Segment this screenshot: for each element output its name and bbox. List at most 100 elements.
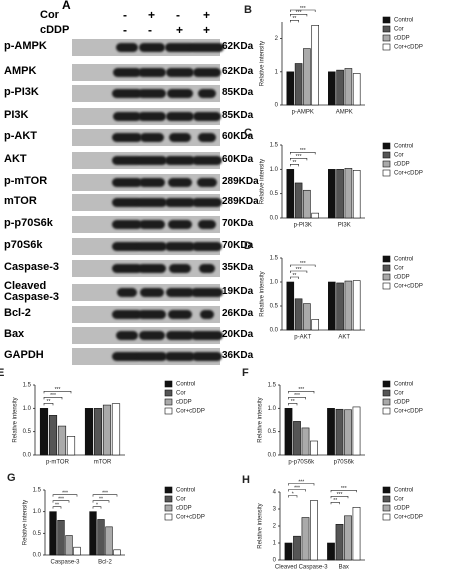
legend-swatch xyxy=(382,43,391,51)
bar xyxy=(48,415,58,456)
y-tick-label: 0.0 xyxy=(270,328,279,334)
legend-label: Control xyxy=(176,488,195,494)
blot-strip xyxy=(72,129,220,146)
legend-swatch xyxy=(382,169,391,177)
y-axis-label: Relative intensity xyxy=(258,397,264,442)
legend-label: Cor xyxy=(394,391,404,397)
y-axis-label: Relative intensity xyxy=(258,503,264,548)
molecular-weight: 62KDa xyxy=(222,66,254,77)
significance-label: ** xyxy=(55,502,59,508)
bar xyxy=(111,403,121,456)
significance-label: *** xyxy=(296,154,302,160)
band xyxy=(199,264,215,273)
bar xyxy=(293,421,301,456)
significance-bracket xyxy=(290,270,308,273)
significance-label: *** xyxy=(337,492,343,498)
bar xyxy=(65,535,73,556)
y-axis-label: Relative intensity xyxy=(13,397,19,442)
western-blot: A Cor - + - + cDDP - - + + p-AMPK 62KDa AMPK 62KDa p-PI… xyxy=(0,0,259,370)
bar xyxy=(352,280,361,331)
legend-label: Cor+cDDP xyxy=(176,515,205,521)
blot-strip xyxy=(72,39,224,56)
significance-bracket xyxy=(92,494,118,497)
legend-swatch xyxy=(382,142,391,150)
significance-label: *** xyxy=(50,393,56,399)
band xyxy=(165,198,195,207)
legend-swatch xyxy=(382,16,391,24)
band xyxy=(117,288,137,297)
band xyxy=(138,89,166,98)
legend-swatch xyxy=(382,264,391,272)
blot-strip xyxy=(72,216,220,233)
legend-label: Cor xyxy=(394,266,404,272)
bar xyxy=(97,519,105,556)
significance-label: *** xyxy=(300,261,306,267)
x-tick-label: p-p70S6k xyxy=(288,460,315,466)
y-tick-label: 0.5 xyxy=(268,429,277,435)
significance-label: *** xyxy=(102,490,108,496)
bar xyxy=(327,408,335,456)
y-tick-label: 2 xyxy=(275,36,279,42)
row-label: GAPDH xyxy=(4,349,44,361)
bar xyxy=(310,500,318,561)
molecular-weight: 60KDa xyxy=(222,131,254,142)
legend-swatch xyxy=(382,380,391,388)
panel-label: D xyxy=(244,240,252,252)
bar xyxy=(344,409,352,456)
row-label: PI3K xyxy=(4,109,29,121)
treatment-sign: + xyxy=(148,8,156,22)
bar xyxy=(294,182,303,219)
bar xyxy=(328,281,336,331)
significance-label: ** xyxy=(333,498,337,504)
significance-label: ** xyxy=(47,399,51,405)
band xyxy=(197,178,217,187)
band xyxy=(113,68,141,77)
panel-label: B xyxy=(244,4,252,16)
row-label: AKT xyxy=(4,153,27,165)
band xyxy=(137,198,167,207)
y-tick-label: 1.5 xyxy=(270,256,279,262)
band xyxy=(193,112,221,121)
band xyxy=(165,156,195,165)
x-tick-label: PI3K xyxy=(338,223,351,229)
legend-label: Cor xyxy=(176,497,186,503)
legend-label: Cor+cDDP xyxy=(394,409,423,415)
legend-swatch xyxy=(382,255,391,263)
bar xyxy=(344,168,353,219)
band xyxy=(166,68,194,77)
band xyxy=(169,264,191,273)
row-label: p-mTOR xyxy=(4,175,48,187)
legend-label: cDDP xyxy=(394,275,410,281)
row-label: AMPK xyxy=(4,65,37,77)
molecular-weight: 70KDa xyxy=(222,218,254,229)
row-label: p-AMPK xyxy=(4,40,47,52)
band xyxy=(166,112,194,121)
legend-swatch xyxy=(164,389,173,397)
treatment-sign: - xyxy=(148,23,152,37)
legend-label: Cor+cDDP xyxy=(394,45,423,51)
band xyxy=(116,43,138,52)
legend-swatch xyxy=(382,398,391,406)
band xyxy=(166,331,194,340)
treatment-sign: - xyxy=(123,8,127,22)
legend-label: Control xyxy=(394,144,413,150)
bar xyxy=(49,511,57,556)
bar xyxy=(303,48,311,106)
panel-label: C xyxy=(244,127,252,139)
bar xyxy=(284,542,293,561)
band xyxy=(139,178,165,187)
treatment-sign: + xyxy=(203,8,211,22)
bar xyxy=(352,406,361,456)
molecular-weight: 70KDa xyxy=(222,240,254,251)
blot-strip xyxy=(72,174,220,191)
y-tick-label: 1.5 xyxy=(268,383,277,389)
significance-label: *** xyxy=(300,148,306,154)
bar xyxy=(286,281,295,331)
legend-label: Control xyxy=(176,382,195,388)
legend-label: cDDP xyxy=(176,506,192,512)
band xyxy=(165,43,195,52)
bar xyxy=(344,68,353,106)
significance-bracket xyxy=(288,489,306,492)
molecular-weight: 60KDa xyxy=(222,154,254,165)
